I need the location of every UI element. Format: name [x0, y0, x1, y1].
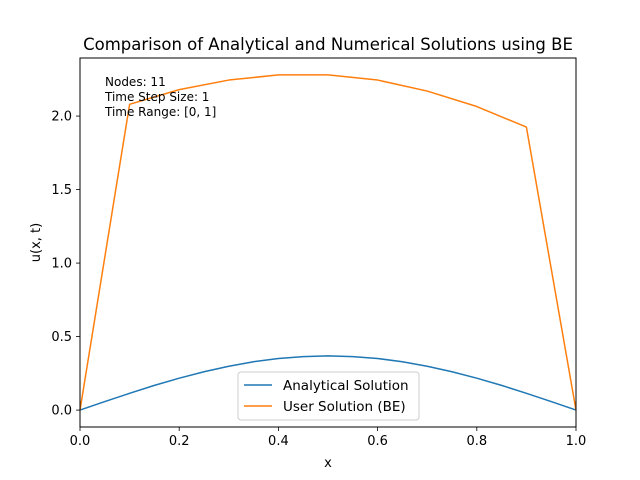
- y-tick-label: 2.0: [51, 110, 72, 125]
- legend-label-analytical: Analytical Solution: [283, 378, 409, 394]
- annotation-nodes: Nodes: 11: [105, 75, 166, 89]
- x-tick-label: 0.8: [466, 434, 487, 449]
- series-layer: [79, 74, 577, 411]
- legend-label-be: User Solution (BE): [283, 399, 406, 415]
- legend: Analytical Solution User Solution (BE): [237, 371, 420, 421]
- y-tick-label: 1.0: [51, 257, 72, 272]
- plot-frame: [79, 57, 577, 428]
- y-tick-label: 1.5: [51, 183, 72, 198]
- x-tick-label: 1.0: [566, 434, 587, 449]
- legend-box: [237, 371, 420, 421]
- x-tick-label: 0.2: [169, 434, 190, 449]
- chart-title: Comparison of Analytical and Numerical S…: [83, 35, 573, 54]
- x-tick-label: 0.6: [367, 434, 388, 449]
- x-axis-label: x: [324, 456, 332, 471]
- x-tick-label: 0.4: [268, 434, 289, 449]
- y-axis-label: u(x, t): [29, 223, 44, 262]
- y-tick-label: 0.0: [51, 404, 72, 419]
- series-line-analytical: [79, 355, 577, 411]
- annotation-time-range: Time Range: [0, 1]: [104, 105, 216, 119]
- series-line-be: [79, 74, 577, 411]
- x-tick-label: 0.0: [70, 434, 91, 449]
- x-axis: 0.0 0.2 0.4 0.6 0.8 1.0: [70, 427, 587, 449]
- y-tick-label: 0.5: [51, 330, 72, 345]
- annotation-time-step: Time Step Size: 1: [104, 90, 209, 104]
- y-axis: 0.0 0.5 1.0 1.5 2.0: [51, 110, 80, 419]
- parameter-annotations: Nodes: 11 Time Step Size: 1 Time Range: …: [104, 75, 216, 119]
